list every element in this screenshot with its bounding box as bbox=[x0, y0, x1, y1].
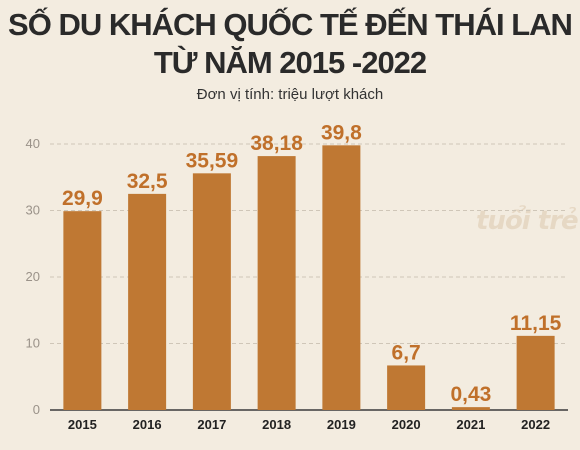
data-label: 29,9 bbox=[62, 187, 103, 210]
x-tick-label: 2022 bbox=[521, 417, 550, 432]
bar bbox=[63, 211, 102, 410]
x-tick-label: 2020 bbox=[392, 417, 421, 432]
bar bbox=[516, 335, 555, 410]
chart-title-line2: TỪ NĂM 2015 -2022 bbox=[153, 45, 427, 80]
bar bbox=[128, 193, 167, 410]
data-label: 6,7 bbox=[392, 341, 421, 364]
bar bbox=[257, 156, 296, 410]
data-label: 0,43 bbox=[450, 383, 491, 406]
data-label: 11,15 bbox=[510, 312, 562, 335]
data-label: 32,5 bbox=[127, 170, 168, 193]
x-tick-label: 2017 bbox=[197, 417, 226, 432]
x-tick-label: 2018 bbox=[262, 417, 291, 432]
data-label: 35,59 bbox=[186, 149, 239, 172]
y-tick-label: 0 bbox=[33, 402, 40, 417]
chart-subtitle: Đơn vị tính: triệu lượt khách bbox=[196, 86, 384, 103]
bar bbox=[192, 173, 231, 410]
data-label: 38,18 bbox=[250, 132, 303, 155]
x-tick-label: 2016 bbox=[133, 417, 162, 432]
data-label: 39,8 bbox=[321, 121, 362, 144]
bar bbox=[451, 407, 490, 410]
bar bbox=[322, 145, 361, 410]
bar bbox=[387, 365, 426, 410]
chart-title-line1: SỐ DU KHÁCH QUỐC TẾ ĐẾN THÁI LAN bbox=[8, 7, 573, 42]
y-tick-label: 10 bbox=[26, 336, 40, 351]
y-tick-label: 40 bbox=[26, 136, 40, 151]
y-tick-label: 30 bbox=[26, 203, 40, 218]
x-tick-label: 2019 bbox=[327, 417, 356, 432]
y-tick-label: 20 bbox=[26, 269, 40, 284]
x-tick-label: 2015 bbox=[68, 417, 97, 432]
chart-title: SỐ DU KHÁCH QUỐC TẾ ĐẾN THÁI LAN TỪ NĂM … bbox=[0, 6, 580, 82]
x-tick-label: 2021 bbox=[456, 417, 485, 432]
